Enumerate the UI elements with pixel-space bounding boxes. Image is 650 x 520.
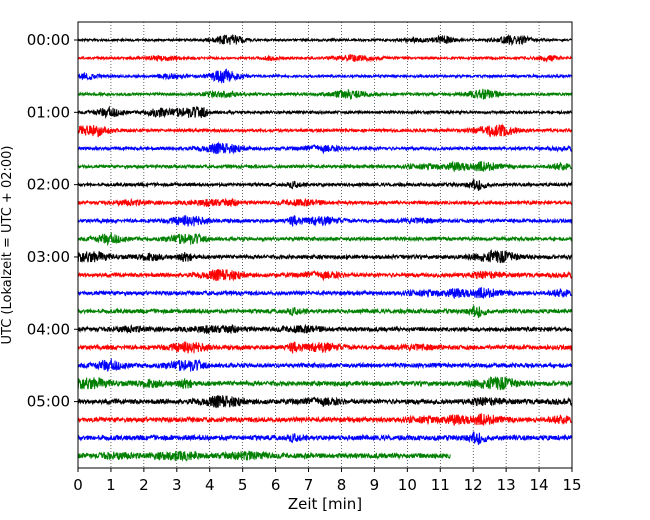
y-tick-label: 02:00 <box>27 176 70 194</box>
y-tick-label: 03:00 <box>27 248 70 266</box>
x-tick-label: 8 <box>337 476 347 494</box>
x-tick-label: 12 <box>464 476 483 494</box>
y-tick-label: 01:00 <box>27 103 70 121</box>
x-tick-label: 0 <box>73 476 83 494</box>
x-tick-label: 11 <box>431 476 450 494</box>
trace-0415 <box>77 341 573 354</box>
trace-0315 <box>77 269 573 282</box>
x-tick-label: 3 <box>172 476 182 494</box>
trace-0300 <box>77 248 573 264</box>
x-tick-label: 6 <box>271 476 281 494</box>
trace-0445 <box>77 376 573 391</box>
trace-0115 <box>77 123 573 138</box>
x-tick-label: 1 <box>106 476 116 494</box>
grid-lines <box>110 22 540 468</box>
trace-0345 <box>77 304 573 319</box>
x-tick-label: 15 <box>562 476 581 494</box>
trace-0215 <box>77 197 573 208</box>
x-axis-label: Zeit [min] <box>288 495 362 513</box>
x-tick-label: 5 <box>238 476 248 494</box>
plot-frame <box>77 21 573 469</box>
x-tick-label: 7 <box>304 476 314 494</box>
trace-0530 <box>77 430 573 446</box>
x-axis-ticks: 0 1 2 3 4 5 6 7 8 9 10 11 12 13 14 15 <box>73 468 582 494</box>
trace-0500 <box>77 395 573 409</box>
x-tick-label: 9 <box>370 476 380 494</box>
x-tick-label: 14 <box>530 476 549 494</box>
trace-0330 <box>77 286 573 299</box>
x-tick-label: 13 <box>497 476 516 494</box>
trace-0130 <box>77 141 573 155</box>
trace-0515 <box>77 412 573 426</box>
trace-0200 <box>77 178 573 192</box>
trace-0430 <box>77 357 573 372</box>
trace-0230 <box>77 215 573 227</box>
trace-0015 <box>77 53 573 63</box>
trace-0545 <box>77 450 451 462</box>
trace-0400 <box>77 323 573 335</box>
trace-0145 <box>77 160 573 172</box>
y-tick-label: 04:00 <box>27 320 70 338</box>
seismic-traces <box>77 33 573 462</box>
x-tick-label: 2 <box>139 476 149 494</box>
y-axis-label: UTC (Lokalzeit = UTC + 02:00) <box>0 146 15 345</box>
y-axis-ticks: 00:00 01:00 02:00 03:00 04:00 05:00 <box>27 31 78 411</box>
x-tick-label: 10 <box>398 476 417 494</box>
trace-0245 <box>77 231 573 247</box>
trace-0045 <box>77 88 573 101</box>
y-tick-label: 00:00 <box>27 31 70 49</box>
y-tick-label: 05:00 <box>27 393 70 411</box>
x-tick-label: 4 <box>205 476 215 494</box>
trace-0030 <box>77 68 573 84</box>
trace-0000 <box>77 33 573 47</box>
trace-0100 <box>77 105 573 119</box>
